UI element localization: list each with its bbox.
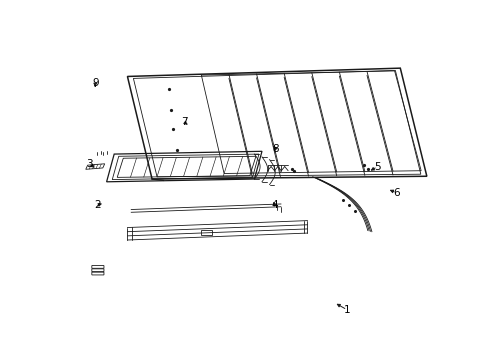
- Text: 9: 9: [92, 78, 99, 89]
- Text: 6: 6: [392, 188, 399, 198]
- Text: 1: 1: [343, 305, 350, 315]
- Text: 4: 4: [271, 201, 278, 210]
- Text: 2: 2: [94, 201, 100, 210]
- Text: 8: 8: [271, 144, 278, 153]
- Text: 7: 7: [181, 117, 187, 127]
- Bar: [201, 230, 211, 235]
- Text: 3: 3: [86, 159, 93, 169]
- Text: 5: 5: [373, 162, 380, 172]
